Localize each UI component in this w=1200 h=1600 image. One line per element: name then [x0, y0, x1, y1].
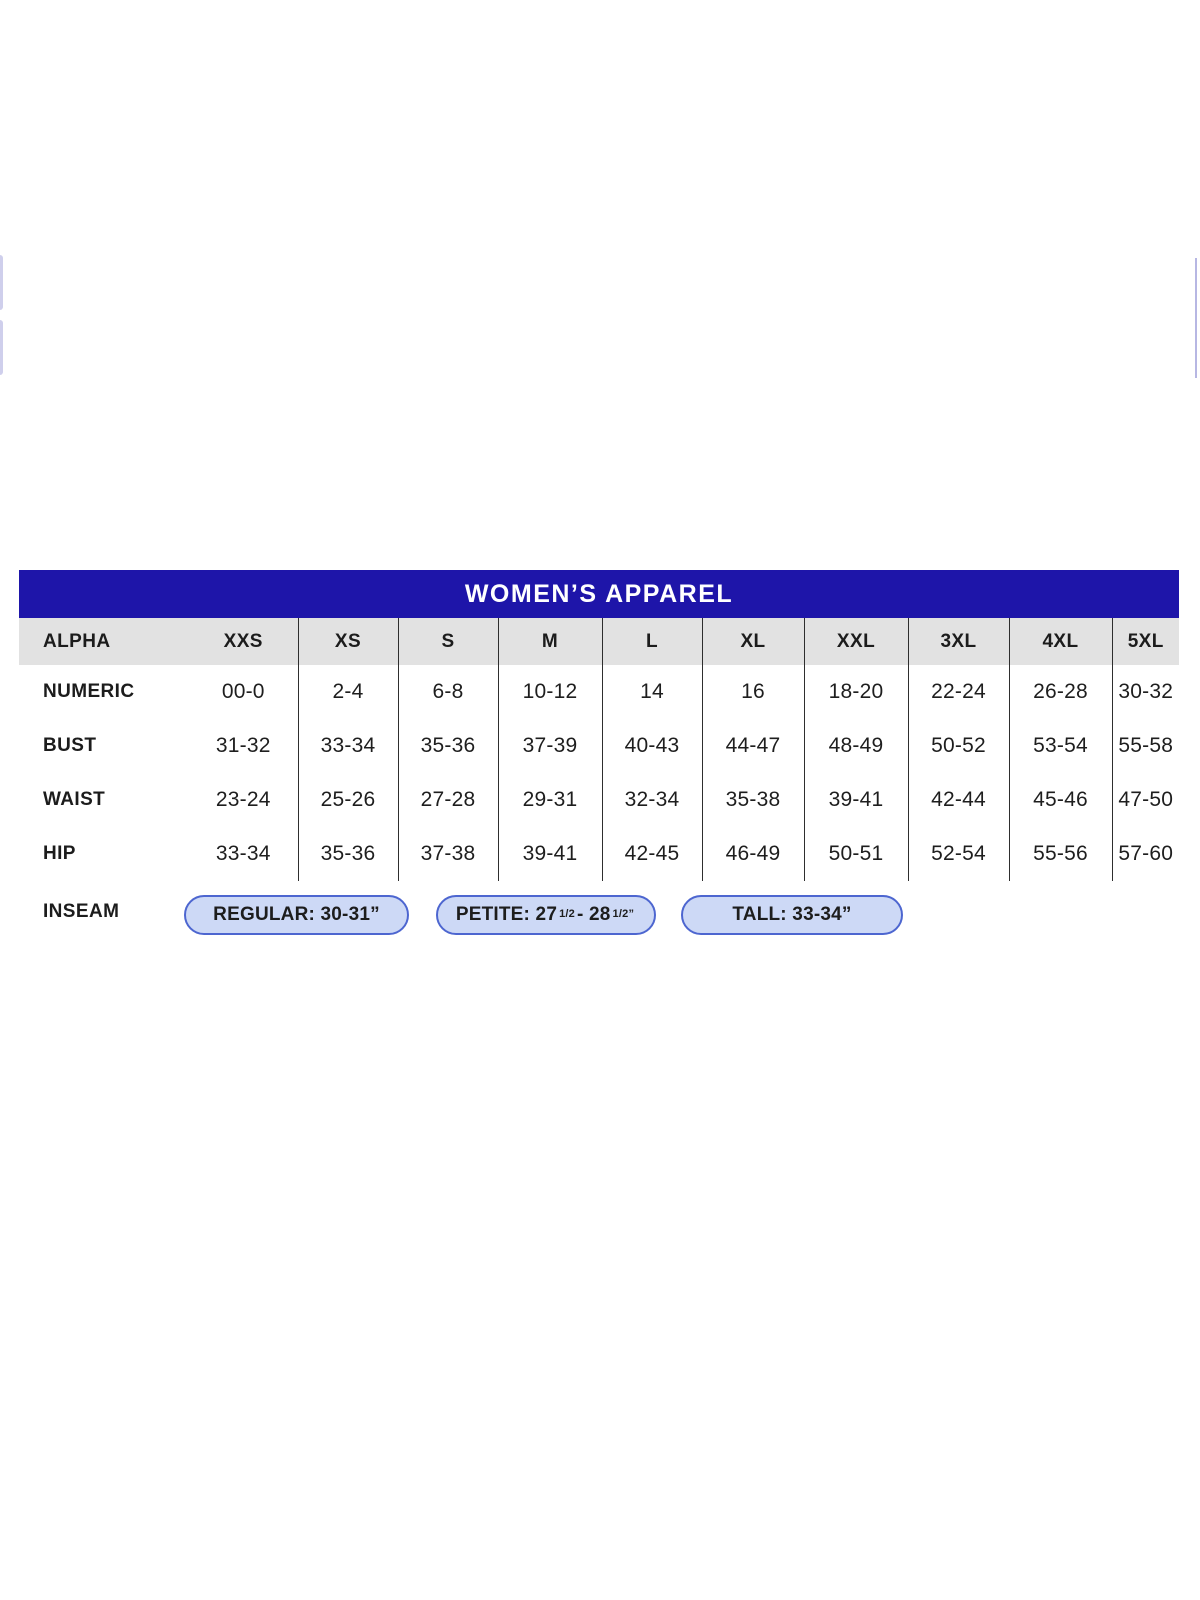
cell: 2-4: [297, 665, 398, 719]
row-label-inseam: INSEAM: [43, 901, 120, 922]
cell: 35-36: [397, 719, 498, 773]
cell: 55-58: [1111, 719, 1179, 773]
cell: 35-36: [297, 827, 398, 881]
column-header-s: S: [397, 618, 498, 665]
cell: 52-54: [907, 827, 1009, 881]
row-label-waist: WAIST: [43, 789, 106, 810]
alpha-header-row: ALPHA XXS XS S M L XL XXL 3XL 4XL 5XL: [19, 618, 1179, 665]
column-header-xxl: XXL: [803, 618, 908, 665]
inseam-pill-tall-label: TALL: 33-34”: [732, 904, 852, 925]
cell: 39-41: [497, 827, 602, 881]
left-edge-strip-top: [0, 255, 3, 310]
cell: 42-44: [907, 773, 1009, 827]
cell: 16: [701, 665, 804, 719]
cell: 00-0: [221, 680, 265, 703]
cell: 33-34: [297, 719, 398, 773]
row-label-hip: HIP: [43, 843, 76, 864]
inseam-pill-regular: REGULAR: 30-31”: [184, 895, 409, 935]
inseam-pill-petite: PETITE: 27 1/2- 28 1/2”: [436, 895, 656, 935]
cell: 50-51: [803, 827, 908, 881]
cell: 57-60: [1111, 827, 1179, 881]
cell: 44-47: [701, 719, 804, 773]
cell: 27-28: [397, 773, 498, 827]
table-row-bust: BUST 31-32 33-34 35-36 37-39 40-43 44-47…: [19, 719, 1179, 773]
cell: 42-45: [601, 827, 702, 881]
cell: 18-20: [803, 665, 908, 719]
cell: 55-56: [1008, 827, 1112, 881]
inseam-pill-petite-prefix: PETITE: 27: [455, 904, 558, 925]
column-header-xxs: XXS: [223, 630, 263, 652]
inseam-row: INSEAM REGULAR: 30-31” PETITE: 27 1/2- 28…: [19, 881, 1179, 945]
cell: 39-41: [803, 773, 908, 827]
cell: 50-52: [907, 719, 1009, 773]
table-row-numeric: NUMERIC 00-0 2-4 6-8 10-12 14 16 18-20 2…: [19, 665, 1179, 719]
cell: 46-49: [701, 827, 804, 881]
size-table: ALPHA XXS XS S M L XL XXL 3XL 4XL 5XL NU…: [19, 618, 1179, 881]
column-header-l: L: [601, 618, 702, 665]
cell: 48-49: [803, 719, 908, 773]
inseam-pill-tall: TALL: 33-34”: [681, 895, 903, 935]
row-label-bust: BUST: [43, 735, 97, 756]
cell: 14: [601, 665, 702, 719]
cell: 35-38: [701, 773, 804, 827]
table-row-waist: WAIST 23-24 25-26 27-28 29-31 32-34 35-3…: [19, 773, 1179, 827]
right-edge-strip: [1195, 258, 1197, 378]
cell: 29-31: [497, 773, 602, 827]
cell: 25-26: [297, 773, 398, 827]
column-header-xl: XL: [701, 618, 804, 665]
cell: 37-38: [397, 827, 498, 881]
cell: 6-8: [397, 665, 498, 719]
cell: 37-39: [497, 719, 602, 773]
column-header-3xl: 3XL: [907, 618, 1009, 665]
cell: 30-32: [1111, 665, 1179, 719]
column-header-alpha: ALPHA: [43, 630, 111, 652]
cell: 40-43: [601, 719, 702, 773]
size-chart-title: WOMEN’S APPAREL: [19, 570, 1179, 618]
column-header-4xl: 4XL: [1008, 618, 1112, 665]
cell: 10-12: [497, 665, 602, 719]
table-row-hip: HIP 33-34 35-36 37-38 39-41 42-45 46-49 …: [19, 827, 1179, 881]
inseam-pill-petite-mid: - 28: [577, 904, 611, 925]
cell: 23-24: [215, 788, 271, 811]
left-edge-strip-bottom: [0, 320, 3, 375]
inseam-pill-regular-label: REGULAR: 30-31”: [213, 904, 380, 925]
cell: 26-28: [1008, 665, 1112, 719]
cell: 32-34: [601, 773, 702, 827]
cell: 31-32: [215, 734, 271, 757]
column-header-m: M: [497, 618, 602, 665]
cell: 47-50: [1111, 773, 1179, 827]
cell: 22-24: [907, 665, 1009, 719]
cell: 45-46: [1008, 773, 1112, 827]
cell: 33-34: [215, 842, 271, 865]
size-chart: WOMEN’S APPAREL ALPHA XXS XS S M L XL XX…: [19, 570, 1179, 945]
column-header-5xl: 5XL: [1111, 618, 1179, 665]
cell: 53-54: [1008, 719, 1112, 773]
column-header-xs: XS: [297, 618, 398, 665]
row-label-numeric: NUMERIC: [43, 681, 135, 702]
